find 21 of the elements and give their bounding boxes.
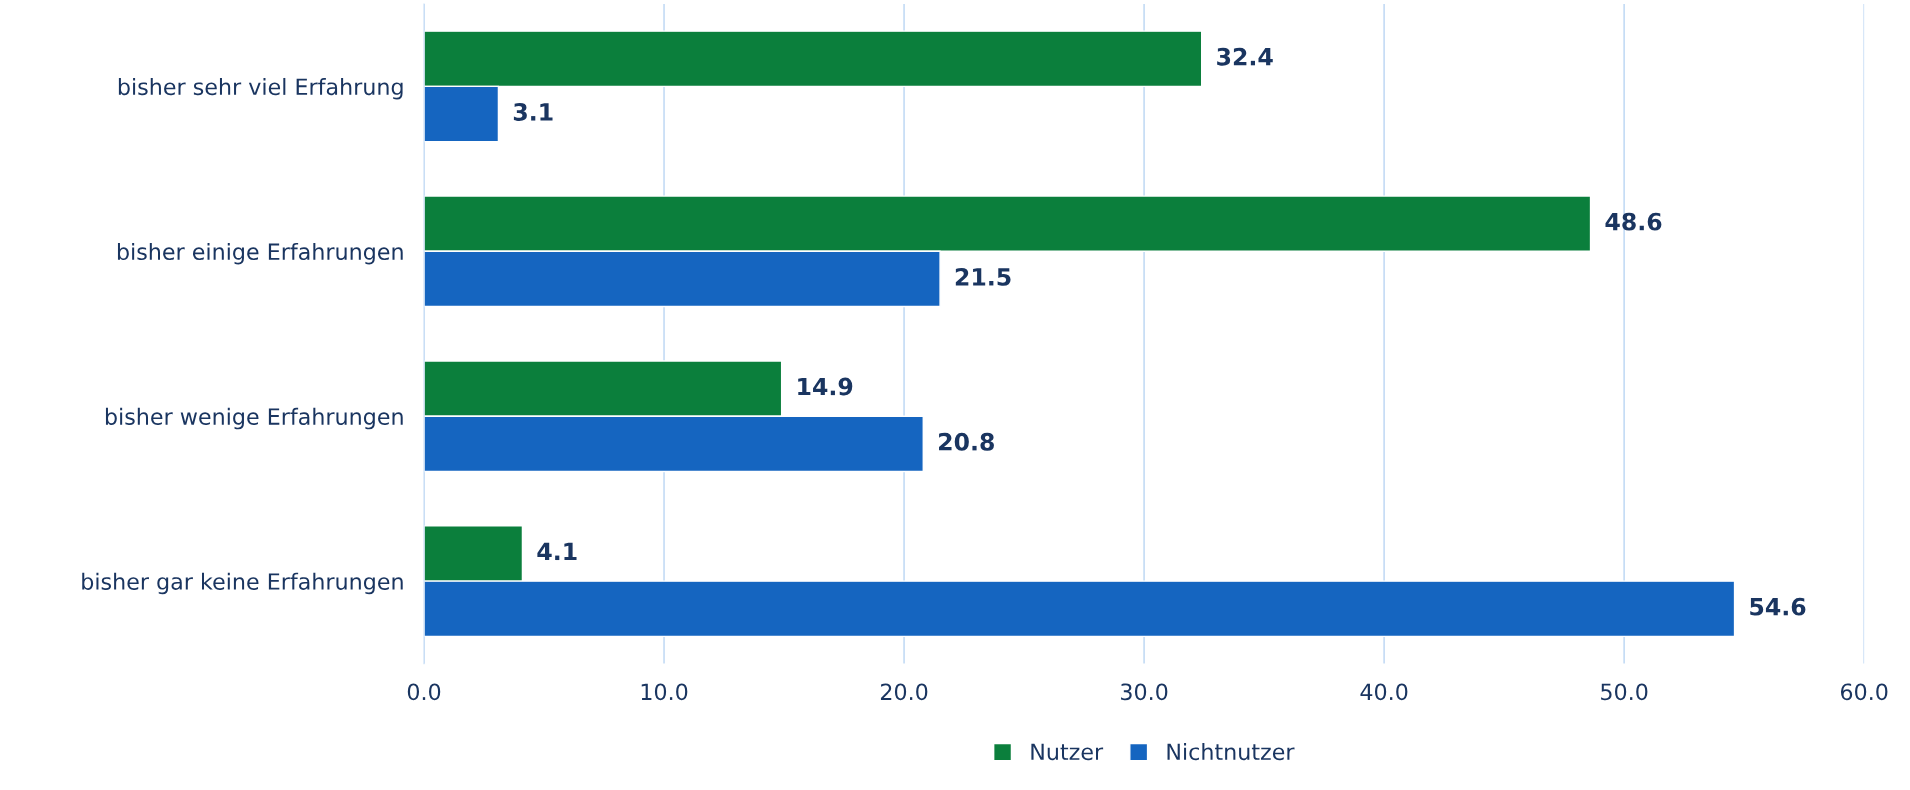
y-tick-label: bisher wenige Erfahrungen [105, 407, 403, 430]
data-label: 20.8 [939, 432, 994, 451]
y-tick-label: bisher sehr viel Erfahrung [118, 77, 403, 100]
legend-label: Nichtnutzer [1167, 742, 1295, 761]
x-tick-label: 0.0 [407, 683, 441, 701]
y-tick-label: bisher einige Erfahrungen [117, 242, 403, 265]
x-tick-label: 10.0 [641, 683, 688, 701]
data-label: 48.6 [1605, 212, 1662, 231]
data-label: 21.5 [955, 267, 1011, 286]
x-tick-label: 20.0 [880, 683, 928, 701]
x-tick-label: 40.0 [1360, 683, 1408, 701]
legend-label: Nutzer [1031, 743, 1104, 761]
x-tick-label: 30.0 [1121, 683, 1168, 701]
data-label: 14.9 [798, 377, 853, 396]
data-label: 4.1 [537, 542, 577, 561]
data-label: 54.6 [1750, 597, 1806, 616]
data-label: 32.4 [1217, 47, 1273, 66]
y-tick-label: bisher gar keine Erfahrungen [82, 572, 403, 595]
data-label: 3.1 [513, 103, 553, 121]
x-tick-label: 50.0 [1601, 683, 1648, 701]
x-tick-label: 60.0 [1840, 683, 1888, 701]
